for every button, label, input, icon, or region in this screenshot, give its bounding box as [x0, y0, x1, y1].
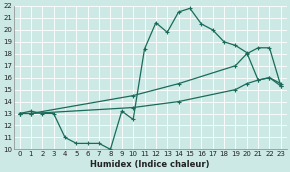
X-axis label: Humidex (Indice chaleur): Humidex (Indice chaleur) [90, 159, 210, 169]
